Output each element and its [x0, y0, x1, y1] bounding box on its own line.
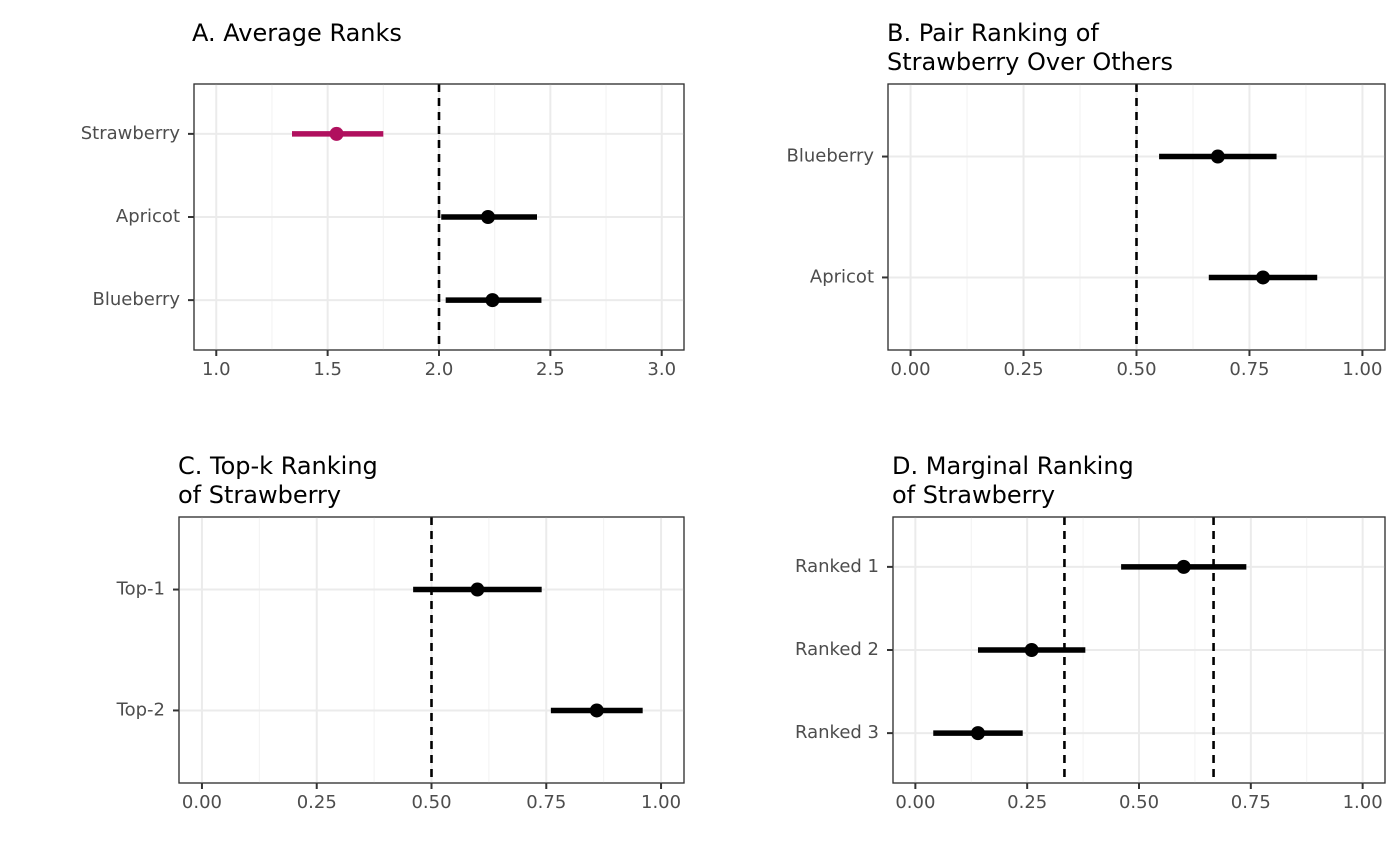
pair-ranking-title-line: Strawberry Over Others [887, 48, 1173, 76]
average-ranks-x-tick-label: 1.0 [202, 359, 231, 380]
topk-ranking-x-tick-label: 0.75 [526, 792, 566, 813]
marginal-ranking-y-tick-label: Ranked 1 [795, 556, 879, 577]
marginal-ranking-point-ranked-1 [1176, 559, 1191, 574]
marginal-ranking-y-tick-label: Ranked 3 [795, 722, 879, 743]
marginal-ranking-point-ranked-2 [1024, 643, 1039, 657]
marginal-ranking-title-line: D. Marginal Ranking [892, 452, 1134, 480]
marginal-ranking-title-line: of Strawberry [892, 481, 1055, 509]
pair-ranking-title-line: B. Pair Ranking of [887, 19, 1099, 47]
topk-ranking-point-top-1 [470, 582, 485, 597]
marginal-ranking-point-ranked-3 [970, 726, 985, 741]
marginal-ranking-x-tick-label: 1.00 [1343, 792, 1383, 813]
topk-ranking-title-line: of Strawberry [178, 481, 341, 509]
topk-ranking-x-tick-label: 1.00 [641, 792, 681, 813]
pair-ranking-y-tick-label: Apricot [810, 266, 874, 287]
average-ranks-y-tick-label: Blueberry [93, 289, 181, 310]
marginal-ranking-x-tick-label: 0.50 [1119, 792, 1159, 813]
topk-ranking-y-tick-label: Top-2 [116, 699, 165, 720]
average-ranks-y-tick-label: Apricot [116, 206, 180, 227]
pair-ranking-y-tick-label: Blueberry [787, 146, 875, 167]
topk-ranking-x-tick-label: 0.50 [411, 792, 451, 813]
topk-ranking-title-line: C. Top-k Ranking [178, 452, 378, 480]
marginal-ranking-x-tick-label: 0.00 [895, 792, 935, 813]
pair-ranking-point-blueberry [1210, 149, 1225, 164]
marginal-ranking-x-tick-label: 0.25 [1007, 792, 1047, 813]
panel-average-ranks: A. Average Ranks 1.0 1.5 2.0 2.5 3.0 Strawberr… [81, 19, 685, 380]
pair-ranking-x-tick-label: 1.00 [1342, 359, 1382, 380]
pair-ranking-x-tick-label: 0.50 [1116, 359, 1156, 380]
average-ranks-x-tick-label: 2.5 [536, 359, 565, 380]
average-ranks-point-apricot [481, 210, 495, 224]
marginal-ranking-x-tick-label: 0.75 [1231, 792, 1271, 813]
topk-ranking-x-tick-label: 0.25 [297, 792, 337, 813]
average-ranks-point-strawberry [329, 126, 344, 141]
topk-ranking-point-top-2 [589, 703, 604, 718]
pair-ranking-x-tick-label: 0.25 [1004, 359, 1044, 380]
pair-ranking-x-tick-label: 0.75 [1229, 359, 1269, 380]
average-ranks-title-line: A. Average Ranks [192, 19, 402, 47]
topk-ranking-y-tick-label: Top-1 [116, 579, 165, 600]
average-ranks-point-blueberry [485, 293, 500, 308]
average-ranks-x-tick-label: 2.0 [425, 359, 454, 380]
average-ranks-x-tick-label: 1.5 [313, 359, 342, 380]
marginal-ranking-y-tick-label: Ranked 2 [795, 639, 879, 660]
average-ranks-y-tick-label: Strawberry [81, 123, 181, 144]
average-ranks-x-tick-label: 3.0 [647, 359, 676, 380]
topk-ranking-x-tick-label: 0.00 [182, 792, 222, 813]
pair-ranking-x-tick-label: 0.00 [891, 359, 931, 380]
pair-ranking-point-apricot [1256, 270, 1271, 285]
